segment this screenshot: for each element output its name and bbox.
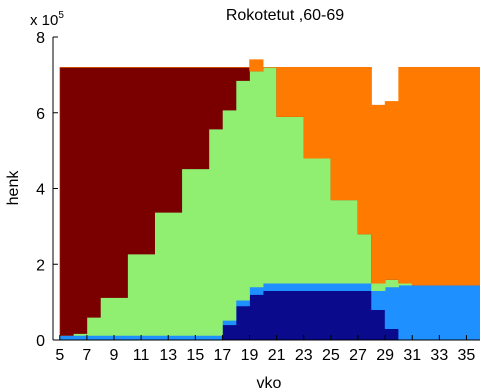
x-tick-label: 25 [322, 347, 340, 364]
x-tick-label: 33 [430, 347, 448, 364]
y-tick-label: 0 [36, 333, 45, 350]
x-tick-label: 31 [403, 347, 421, 364]
x-tick-label: 9 [110, 347, 119, 364]
chart-title: Rokotetut ,60-69 [226, 7, 344, 24]
x-tick-label: 5 [55, 347, 64, 364]
y-tick-label: 6 [36, 106, 45, 123]
x-tick-label: 13 [159, 347, 177, 364]
x-tick-label: 19 [241, 347, 259, 364]
x-tick-label: 27 [349, 347, 367, 364]
area-series_a [53, 290, 480, 340]
x-tick-label: 7 [82, 347, 91, 364]
x-tick-label: 15 [186, 347, 204, 364]
x-tick-label: 23 [295, 347, 313, 364]
y-tick-label: 8 [36, 30, 45, 47]
axes: 0 2 4 6 8 5 7 9 11 13 15 17 19 21 23 25 27 29 31 33 35 [36, 30, 480, 364]
x-tick-label: 21 [268, 347, 286, 364]
y-multiplier-base: x 10 [30, 12, 58, 29]
x-tick-label: 29 [376, 347, 394, 364]
y-multiplier-exponent: 5 [58, 10, 64, 21]
y-axis-label: henk [5, 170, 22, 206]
area-series_e [53, 59, 480, 340]
x-tick-label: 11 [133, 347, 150, 364]
data-areas [53, 59, 480, 340]
x-tick-label: 17 [214, 347, 232, 364]
x-tick-label: 35 [458, 347, 476, 364]
x-axis-label: vko [257, 375, 282, 389]
y-tick-label: 4 [36, 182, 45, 199]
y-tick-label: 2 [36, 257, 45, 274]
y-multiplier-label: x 105 [30, 10, 64, 29]
